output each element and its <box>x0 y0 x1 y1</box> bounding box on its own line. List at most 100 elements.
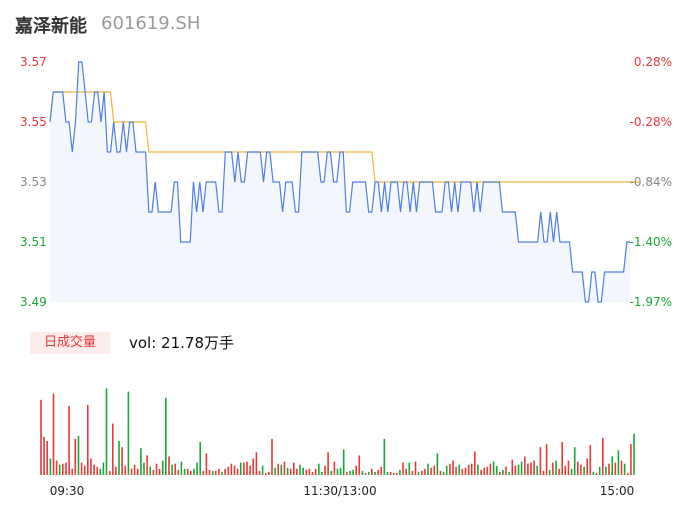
volume-bar <box>408 462 411 475</box>
volume-bar <box>414 461 417 475</box>
volume-bar <box>567 460 570 475</box>
volume-bar <box>383 438 386 475</box>
volume-bar <box>208 469 211 476</box>
volume-bar <box>280 464 283 475</box>
y2-tick-label: -1.97% <box>630 295 672 309</box>
volume-bar <box>627 472 629 475</box>
volume-bar <box>486 466 489 475</box>
volume-bar <box>71 468 73 475</box>
volume-bar <box>352 469 354 476</box>
volume-bar <box>389 471 392 475</box>
volume-bar <box>65 462 67 475</box>
volume-bar <box>417 471 420 475</box>
volume-bar <box>152 469 155 476</box>
volume-bar <box>90 458 92 475</box>
volume-bar <box>224 468 226 475</box>
volume-bar <box>396 472 398 475</box>
volume-bar <box>68 406 70 475</box>
volume-bar <box>118 441 120 475</box>
volume-bar <box>177 469 180 476</box>
volume-bar <box>483 467 485 475</box>
volume-bar <box>243 462 245 475</box>
volume-bar <box>399 469 401 476</box>
volume-bar <box>305 469 308 476</box>
volume-bar <box>358 455 361 475</box>
y-tick-label: 3.55 <box>20 115 47 129</box>
volume-bar <box>115 466 117 475</box>
volume-bar <box>502 469 504 476</box>
volume-bar <box>143 462 145 475</box>
volume-bar <box>536 465 538 475</box>
volume-bar <box>539 447 542 475</box>
volume-bar <box>108 470 111 475</box>
volume-bar <box>405 468 407 475</box>
volume-bar <box>458 464 460 475</box>
volume-bar <box>411 470 414 475</box>
volume-bar <box>255 452 258 475</box>
y-tick-label: 3.53 <box>20 175 47 189</box>
volume-bar <box>573 447 576 475</box>
volume-bar <box>133 464 136 475</box>
volume-bar <box>314 468 317 475</box>
volume-bar <box>592 471 595 475</box>
volume-bar <box>43 436 45 475</box>
volume-bar <box>520 461 523 475</box>
volume-bar <box>286 467 289 475</box>
volume-bar <box>46 441 48 475</box>
volume-bar <box>439 470 442 475</box>
volume-bar <box>58 464 61 475</box>
volume-bar <box>605 466 607 475</box>
volume-bar <box>489 463 492 475</box>
volume-bar <box>602 437 604 475</box>
volume-bar <box>367 471 370 475</box>
volume-bar <box>614 462 617 475</box>
volume-bar <box>449 463 451 475</box>
volume-bar <box>530 462 532 475</box>
volume-bar <box>77 435 80 475</box>
volume-bar <box>364 472 367 475</box>
volume-bar <box>361 470 364 475</box>
volume-bar <box>424 468 426 475</box>
volume-bar <box>190 470 192 475</box>
volume-bar <box>311 471 314 475</box>
volume-bar <box>442 471 445 475</box>
y-tick-label: 3.49 <box>20 295 47 309</box>
volume-value: vol: 21.78万手 <box>129 334 234 352</box>
volume-bar <box>346 471 348 475</box>
volume-bar <box>161 460 164 475</box>
volume-bar <box>561 442 563 475</box>
volume-bar <box>55 460 58 475</box>
volume-bar <box>186 468 189 475</box>
volume-bar <box>271 438 273 475</box>
volume-bar <box>74 438 77 475</box>
volume-bar <box>492 461 495 475</box>
volume-bar <box>470 463 473 475</box>
volume-bar <box>102 462 105 475</box>
volume-bar <box>233 465 236 475</box>
volume-bar <box>427 463 429 475</box>
volume-bar <box>430 467 432 475</box>
volume-bar <box>49 458 52 475</box>
stock-code: 601619.SH <box>101 13 201 34</box>
volume-bar <box>261 465 264 475</box>
volume-bar <box>524 456 526 475</box>
volume-bar <box>230 463 233 475</box>
volume-bar <box>548 469 551 476</box>
volume-bar <box>105 388 108 475</box>
volume-bar <box>464 467 467 475</box>
x-tick-label: 09:30 <box>50 484 85 498</box>
volume-bar <box>620 460 623 475</box>
volume-bar <box>215 470 217 475</box>
volume-bar <box>289 468 292 475</box>
volume-bar <box>505 466 507 475</box>
volume-bar <box>93 464 95 475</box>
volume-bar <box>293 462 295 475</box>
price-line <box>49 61 630 303</box>
volume-bar <box>87 405 89 475</box>
volume-bar <box>165 397 167 476</box>
volume-bar <box>268 471 270 475</box>
y2-tick-label: -1.40% <box>630 235 672 249</box>
volume-bar <box>371 468 373 475</box>
volume-bar <box>586 458 588 475</box>
price-area-fill <box>50 62 630 302</box>
